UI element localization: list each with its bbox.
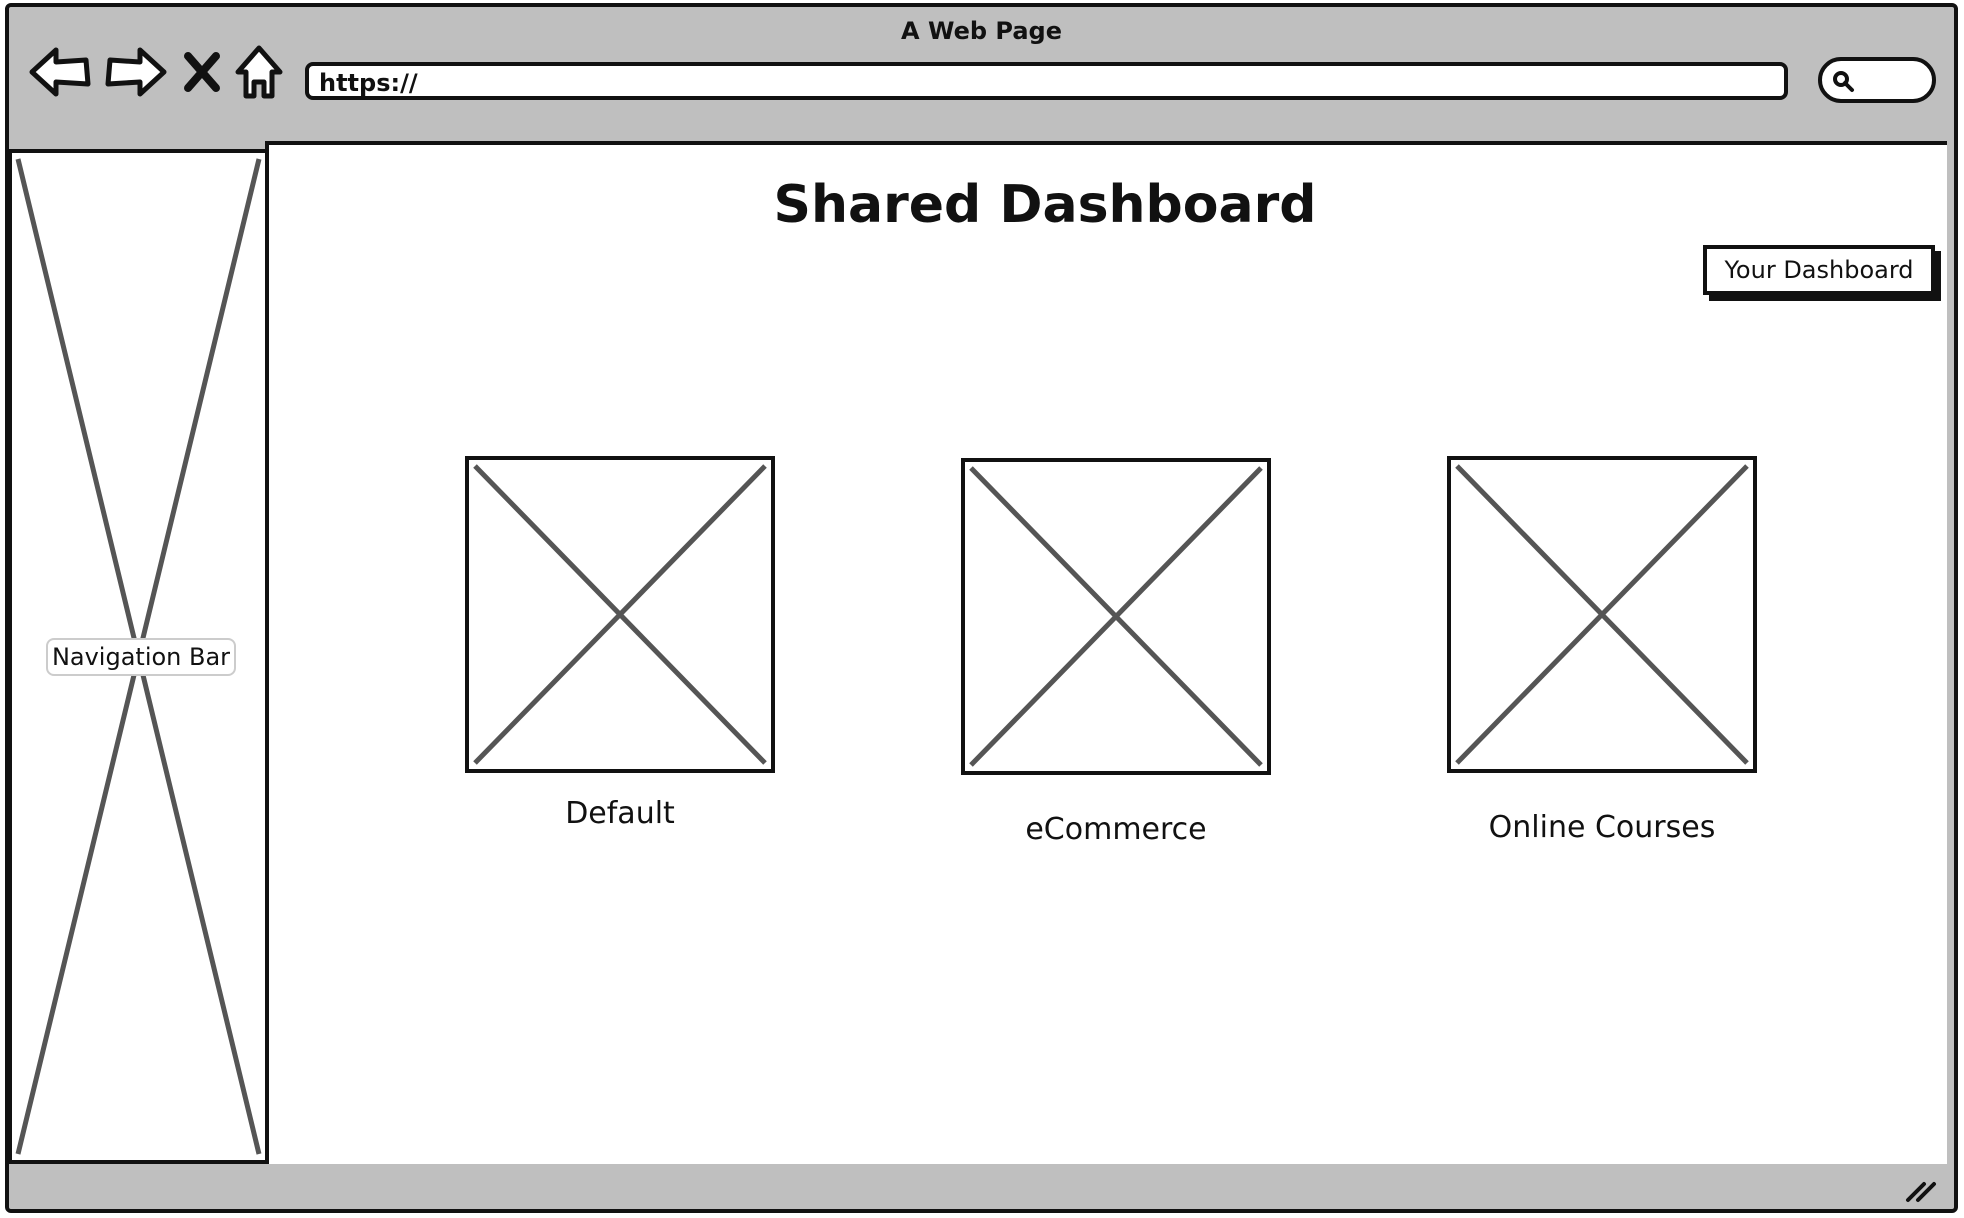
dashboard-card-online-courses[interactable]: Online Courses [1447, 456, 1757, 845]
forward-button[interactable] [102, 42, 168, 102]
card-label: Default [565, 796, 675, 831]
card-image-placeholder [961, 458, 1271, 775]
dashboard-card-ecommerce[interactable]: eCommerce [961, 458, 1271, 847]
back-arrow-icon [29, 47, 91, 97]
forward-arrow-icon [105, 47, 167, 97]
url-bar[interactable]: https:// [305, 62, 1788, 100]
card-image-placeholder [1447, 456, 1757, 773]
back-button[interactable] [28, 42, 94, 102]
placeholder-cross-icon [969, 466, 1263, 767]
card-image-placeholder [465, 456, 775, 773]
navigation-bar-label: Navigation Bar [46, 638, 236, 676]
card-label: Online Courses [1488, 810, 1716, 845]
card-label: eCommerce [1025, 812, 1207, 847]
your-dashboard-button[interactable]: Your Dashboard [1703, 245, 1935, 295]
navigation-bar-placeholder: Navigation Bar [8, 149, 269, 1164]
search-icon [1833, 71, 1854, 92]
stop-button[interactable] [180, 42, 224, 102]
dashboard-card-default[interactable]: Default [465, 456, 775, 831]
home-button[interactable] [234, 42, 284, 102]
resize-grip-icon[interactable] [1904, 1176, 1938, 1204]
url-text: https:// [319, 69, 418, 97]
page-title: Shared Dashboard [773, 175, 1317, 235]
placeholder-cross-icon [473, 464, 767, 765]
window-title: A Web Page [901, 17, 1062, 45]
close-icon [184, 52, 220, 92]
status-bar [5, 1163, 1958, 1213]
placeholder-cross-icon [1455, 464, 1749, 765]
browser-search-box[interactable] [1818, 57, 1936, 103]
home-icon [235, 45, 283, 99]
